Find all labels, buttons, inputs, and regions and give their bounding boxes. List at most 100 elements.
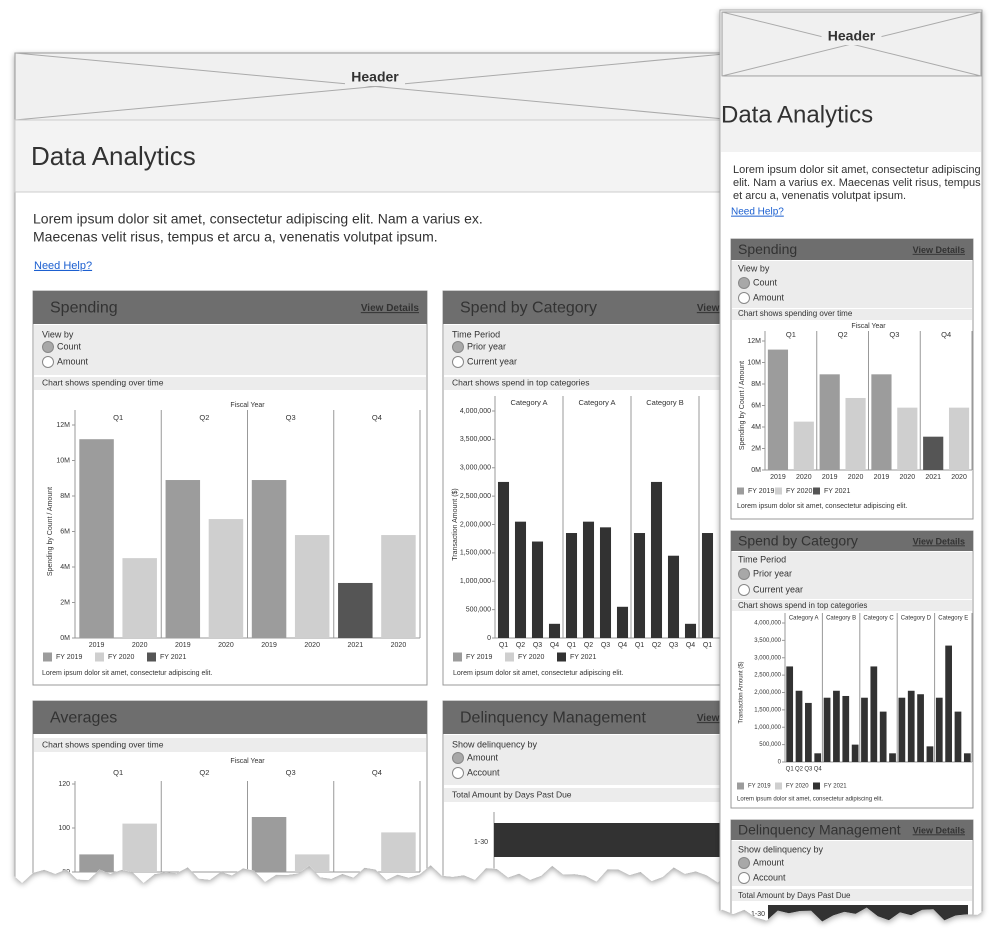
panel-title: Delinquency Management	[460, 710, 646, 727]
bar-label: Q2	[516, 642, 525, 649]
radio-button[interactable]	[738, 277, 750, 289]
radio-label[interactable]: Amount	[753, 857, 785, 867]
radio-button[interactable]	[452, 341, 464, 353]
radio-button[interactable]	[42, 356, 54, 368]
view-details-link[interactable]: View Details	[361, 303, 420, 314]
radio-button[interactable]	[452, 752, 464, 764]
view-details-link[interactable]: View Details	[697, 303, 756, 314]
group-label: Q4	[372, 768, 382, 777]
y-tick-label: 500,000	[466, 606, 491, 613]
bar	[793, 421, 814, 470]
bar	[582, 521, 595, 638]
y-tick-label: 0	[487, 635, 491, 642]
radio-button[interactable]	[738, 292, 750, 304]
bar-label: 2020	[391, 642, 407, 649]
header-label: Header	[351, 69, 399, 85]
bar	[165, 480, 201, 638]
radio-button[interactable]	[738, 584, 750, 596]
y-tick-label: 4M	[751, 424, 761, 431]
y-tick-label: 3,500,000	[460, 436, 491, 443]
y-tick-label: 12M	[56, 422, 70, 429]
legend-swatch	[813, 782, 820, 790]
view-details-link[interactable]: View Details	[913, 536, 965, 546]
legend-label: FY 2020	[786, 488, 812, 495]
y-tick-label: 10M	[747, 359, 761, 366]
bar	[294, 854, 330, 872]
control-label: Time Period	[738, 554, 786, 564]
bar	[898, 697, 906, 762]
bar	[251, 817, 287, 872]
bar	[948, 407, 970, 470]
radio-label[interactable]: Amount	[57, 356, 89, 366]
bar-label: Q3	[804, 767, 813, 773]
radio-label[interactable]: Count	[57, 341, 82, 351]
radio-label[interactable]: Account	[467, 767, 500, 777]
radio-label[interactable]: Prior year	[753, 568, 792, 578]
bar-label: 2020	[132, 642, 148, 649]
help-link[interactable]: Need Help?	[34, 260, 92, 272]
bar	[701, 533, 714, 638]
legend-label: FY 2020	[518, 654, 544, 661]
y-tick-label: 1,500,000	[460, 550, 491, 557]
chart-caption: Chart shows spend in top categories	[452, 377, 590, 387]
bar-label: Q1	[786, 767, 795, 773]
radio-button[interactable]	[738, 872, 750, 884]
panel-title: Delinquency Management	[738, 822, 901, 838]
radio-label[interactable]: Current year	[467, 356, 517, 366]
radio-label[interactable]: Current year	[753, 584, 803, 594]
radio-button[interactable]	[452, 356, 464, 368]
bar-label: 2021	[925, 474, 941, 481]
header-label: Header	[828, 28, 876, 44]
radio-label[interactable]: Prior year	[467, 341, 506, 351]
view-details-link[interactable]: View Details	[913, 825, 965, 835]
radio-label[interactable]: Count	[753, 277, 778, 287]
chart-caption: Chart shows spending over time	[42, 377, 164, 387]
control-label: Show delinquency by	[738, 844, 824, 854]
bar	[338, 582, 373, 638]
group-label: Q4	[372, 413, 382, 422]
bar-label: Q1	[567, 642, 576, 649]
bar	[954, 711, 962, 762]
legend-label: FY 2020	[108, 654, 134, 661]
legend-label: FY 2019	[748, 784, 771, 790]
bar	[548, 623, 561, 638]
panel-title: Spend by Category	[738, 533, 858, 549]
radio-button[interactable]	[738, 568, 750, 580]
bar-label: 2021	[348, 642, 364, 649]
radio-button[interactable]	[452, 767, 464, 779]
bar-label: Q3	[601, 642, 610, 649]
panel-band	[732, 600, 972, 611]
legend-swatch	[453, 652, 462, 662]
bar	[381, 535, 416, 638]
radio-button[interactable]	[42, 341, 54, 353]
view-details-link[interactable]: View Details	[697, 713, 756, 724]
group-label: Q1	[113, 413, 123, 422]
bar-label: Q1	[703, 642, 712, 649]
bar	[870, 666, 878, 762]
bar-label: 2020	[900, 474, 916, 481]
help-link[interactable]: Need Help?	[731, 207, 784, 218]
bar	[650, 481, 663, 638]
panel-band	[444, 735, 740, 785]
y-tick-label: 8M	[60, 493, 70, 500]
bar-label: 2019	[261, 642, 277, 649]
y-tick-label: 100	[58, 825, 70, 832]
bar	[294, 535, 330, 638]
chart-footnote: Lorem ipsum dolor sit amet, consectetur …	[453, 670, 623, 677]
radio-button[interactable]	[738, 857, 750, 869]
bar-label: 2019	[770, 474, 786, 481]
desktop-shadow: Header Data Analytics Lorem ipsum dolor si…	[14, 52, 756, 883]
radio-label[interactable]: Amount	[467, 752, 499, 762]
radio-label[interactable]: Amount	[753, 292, 785, 302]
bar	[833, 690, 840, 762]
group-label: Q2	[838, 330, 848, 339]
bar	[616, 606, 629, 638]
bar-label: Q1	[635, 642, 644, 649]
group-label: Q2	[199, 768, 209, 777]
y-tick-label: 8M	[751, 381, 761, 388]
bar-label: Q2	[795, 767, 804, 773]
panel-title: Averages	[50, 710, 117, 727]
view-details-link[interactable]: View Details	[913, 245, 965, 255]
radio-label[interactable]: Account	[753, 872, 786, 882]
bar-label: Q4	[618, 642, 627, 649]
